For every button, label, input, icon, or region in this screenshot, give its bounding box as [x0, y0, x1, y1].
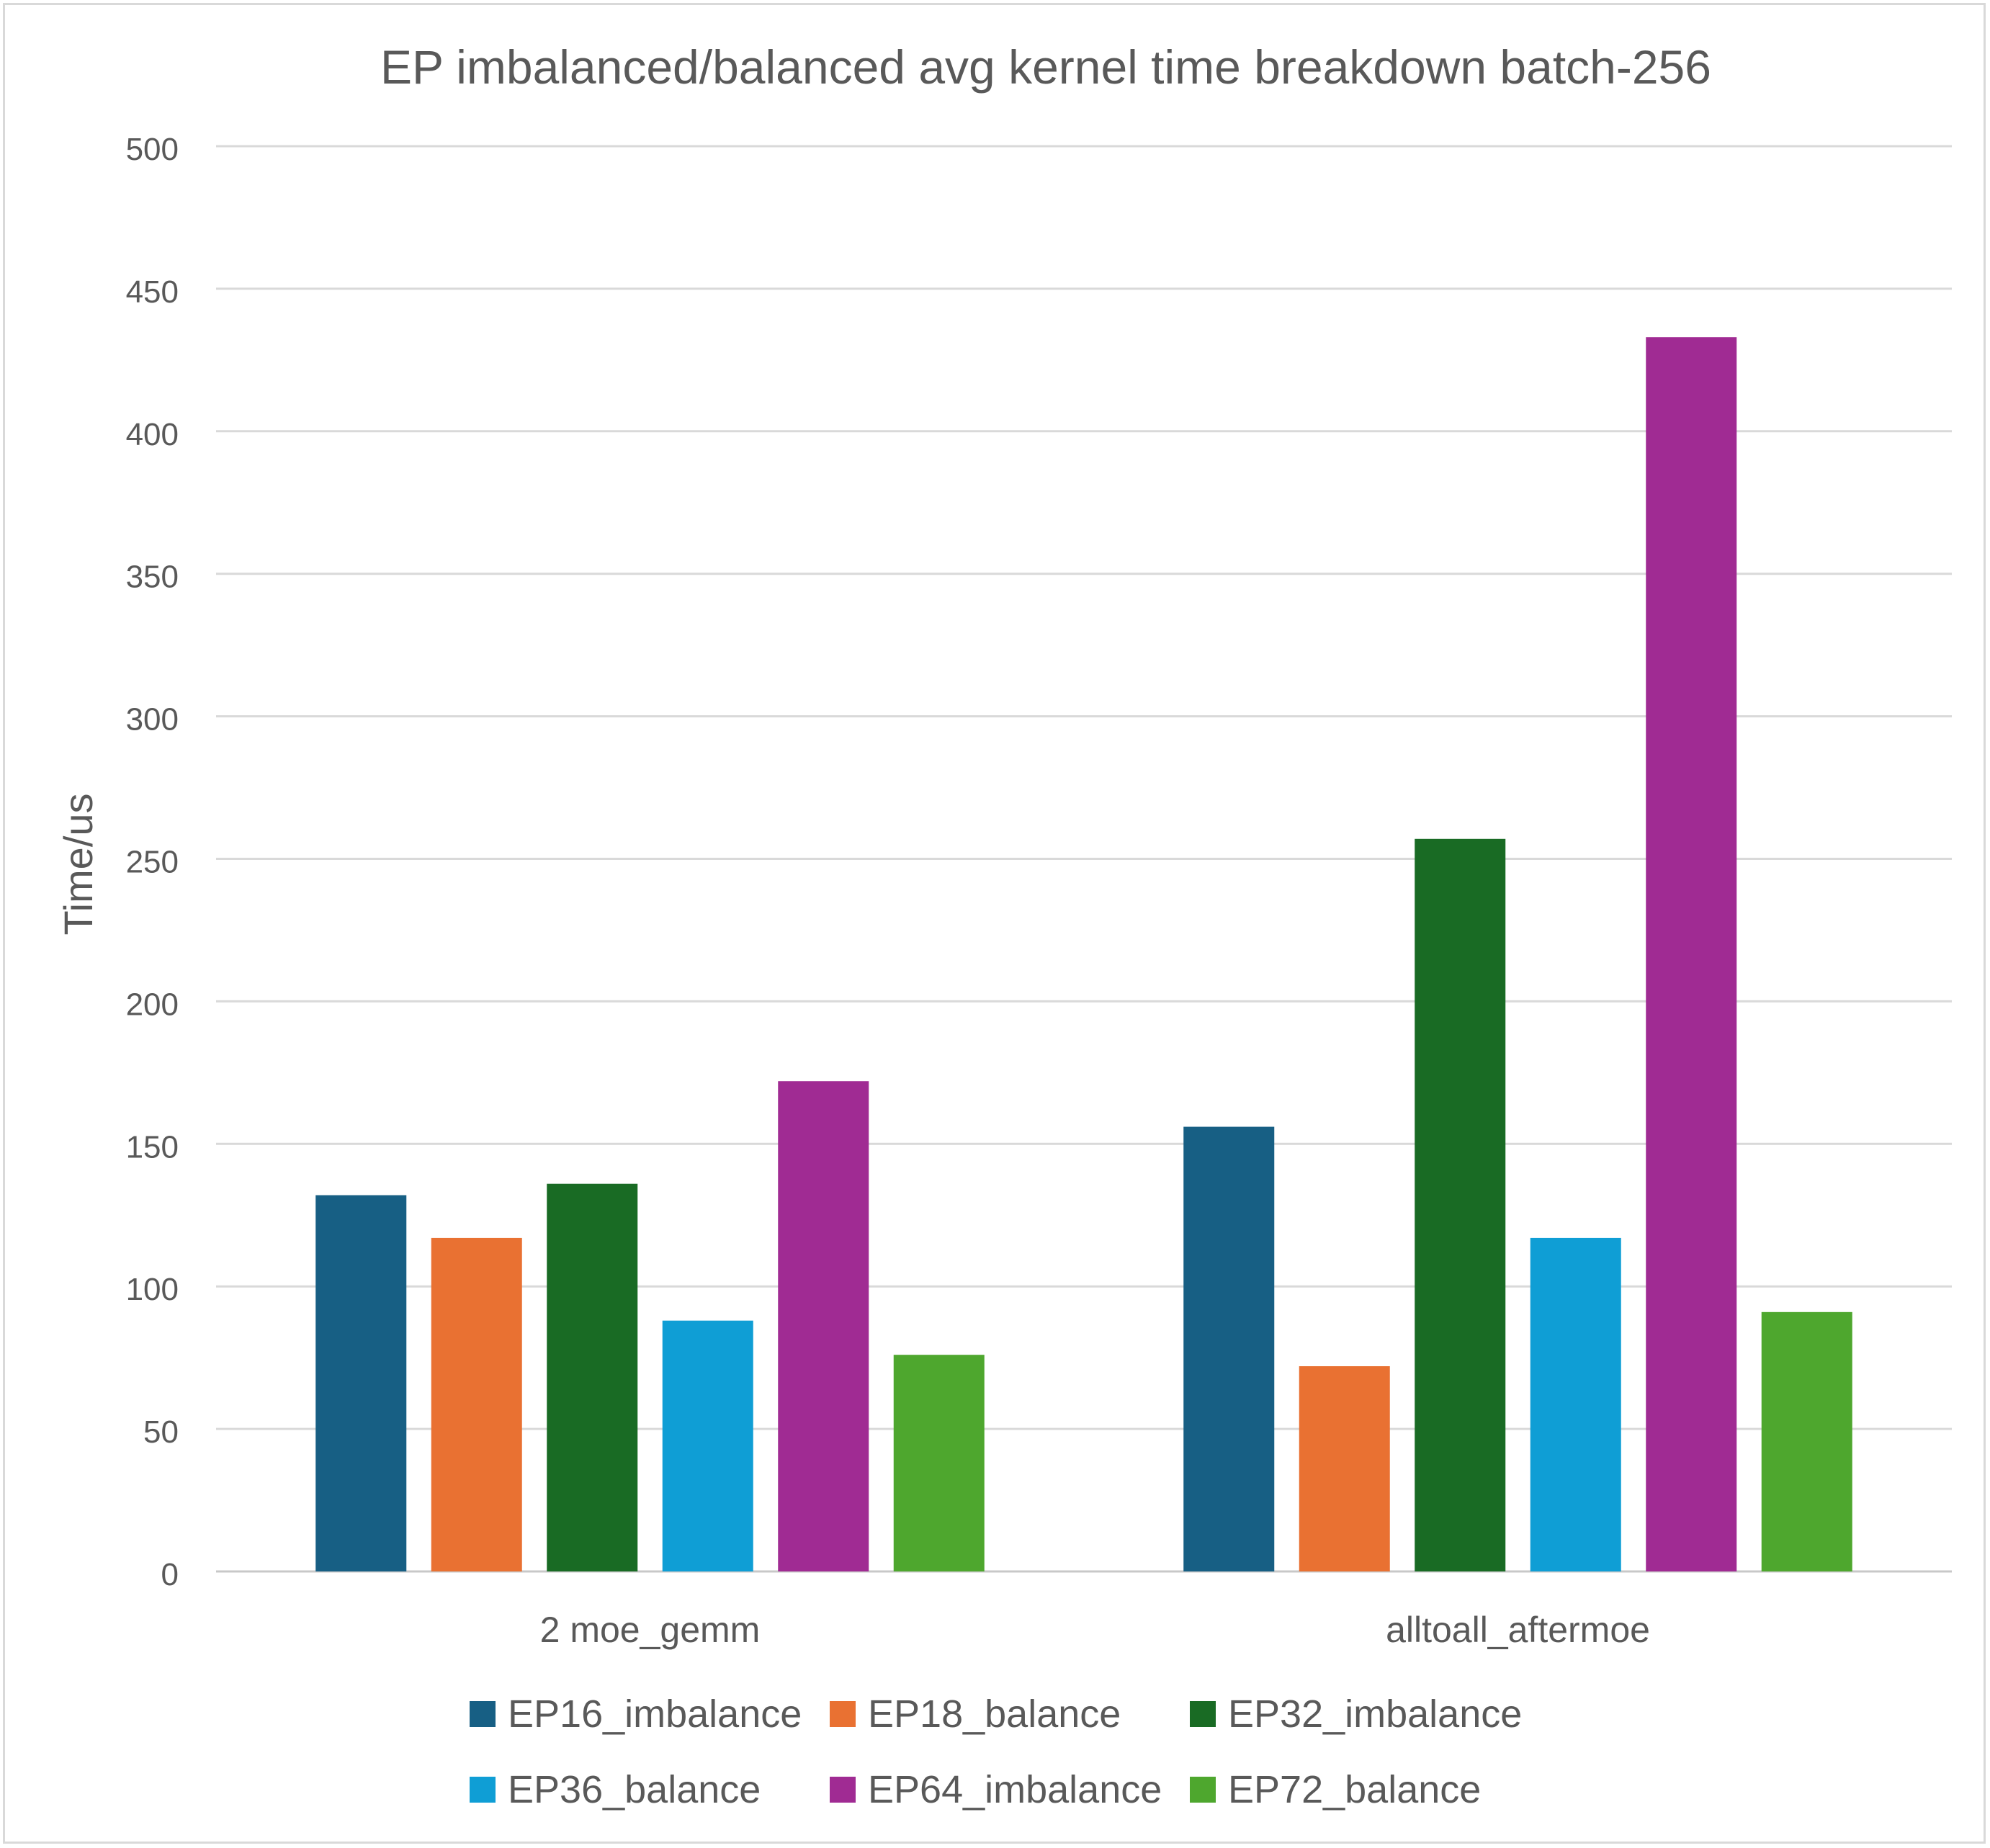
legend-swatch	[830, 1701, 856, 1727]
y-tick-label: 350	[126, 560, 179, 595]
y-tick-label: 150	[126, 1129, 179, 1165]
legend-label: EP64_imbalance	[868, 1768, 1162, 1811]
bar-ep32-imbalance	[1415, 838, 1506, 1571]
y-tick-label: 0	[161, 1557, 179, 1592]
x-tick-label: 2 moe_gemm	[540, 1610, 761, 1650]
bar-ep72-balance	[1761, 1311, 1852, 1571]
bar-ep18-balance	[1299, 1366, 1390, 1571]
legend-label: EP72_balance	[1228, 1768, 1481, 1811]
y-tick-label: 400	[126, 417, 179, 452]
legend: EP16_imbalance EP18_balance EP32_imbalance…	[470, 1692, 1522, 1811]
bar-ep64-imbalance	[778, 1081, 869, 1571]
y-axis-title: Time/us	[55, 793, 101, 935]
legend-swatch	[830, 1777, 856, 1803]
bar-ep72-balance	[893, 1355, 985, 1571]
bar-ep16-imbalance	[1183, 1126, 1275, 1571]
y-tick-label: 450	[126, 274, 179, 310]
y-tick-label: 300	[126, 702, 179, 737]
y-tick-label: 500	[126, 132, 179, 167]
legend-label: EP36_balance	[508, 1768, 761, 1811]
legend-swatch	[470, 1701, 496, 1727]
bar-ep64-imbalance	[1646, 337, 1737, 1571]
bar-ep16-imbalance	[315, 1195, 407, 1571]
y-tick-label: 100	[126, 1272, 179, 1307]
y-tick-label: 50	[143, 1414, 179, 1450]
legend-swatch	[1190, 1777, 1216, 1803]
legend-swatch	[1190, 1701, 1216, 1727]
legend-swatch	[470, 1777, 496, 1803]
bars	[315, 337, 1852, 1571]
bar-ep36-balance	[1530, 1237, 1621, 1571]
chart-title: EP imbalanced/balanced avg kernel time b…	[380, 40, 1711, 94]
y-tick-label: 250	[126, 845, 179, 880]
bar-ep18-balance	[431, 1237, 522, 1571]
bar-ep32-imbalance	[547, 1183, 638, 1571]
legend-label: EP16_imbalance	[508, 1692, 802, 1736]
x-tick-label: alltoall_aftermoe	[1386, 1610, 1650, 1650]
bar-ep36-balance	[662, 1320, 753, 1571]
y-axis-ticks: 0 50 100 150 200 250 300 350 400 450 500	[126, 132, 179, 1592]
legend-label: EP18_balance	[868, 1692, 1121, 1736]
legend-label: EP32_imbalance	[1228, 1692, 1522, 1736]
x-axis-ticks: 2 moe_gemm alltoall_aftermoe	[540, 1610, 1650, 1650]
y-tick-label: 200	[126, 987, 179, 1022]
